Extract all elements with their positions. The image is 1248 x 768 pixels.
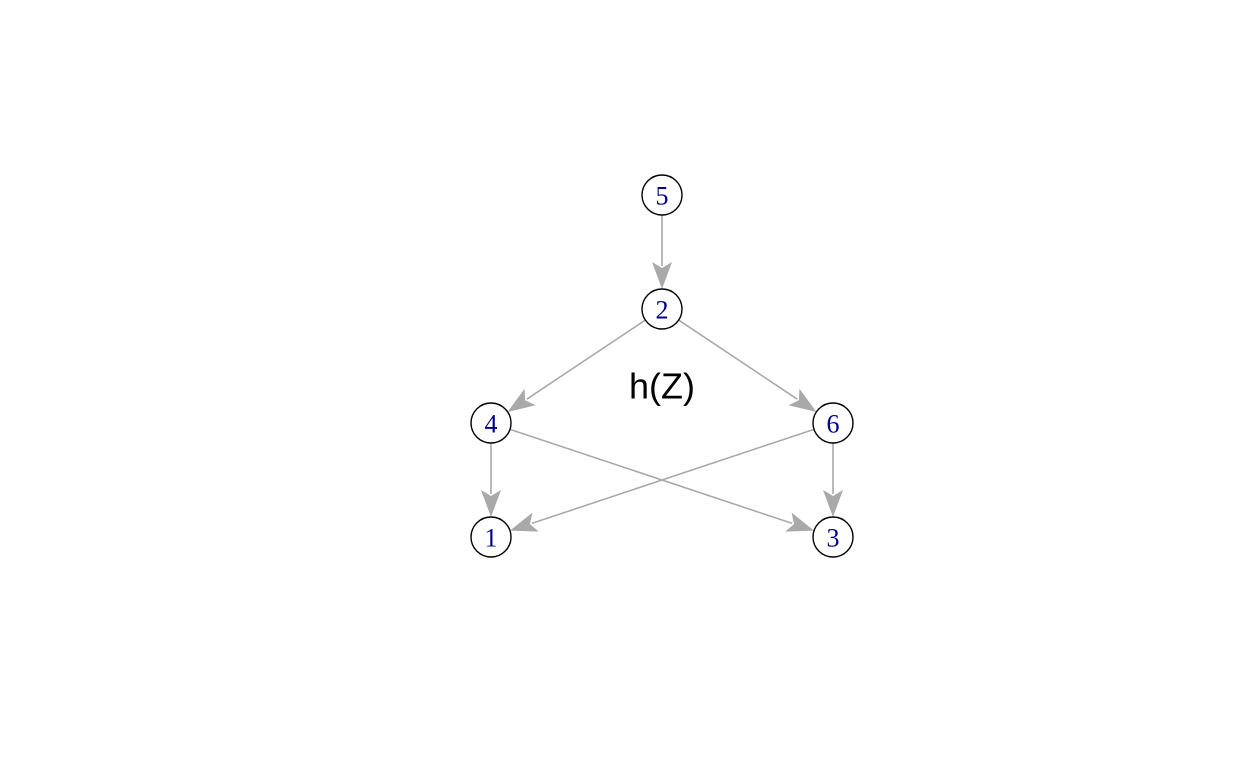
edge-2-to-6 (678, 319, 817, 412)
node-label: 2 (656, 296, 669, 325)
edge-2-to-4 (507, 319, 646, 412)
node-circle (470, 516, 512, 558)
arrowhead-icon (509, 512, 539, 532)
edge-4-to-3 (509, 428, 815, 532)
node-5: 5 (641, 174, 683, 216)
node-label: 1 (485, 524, 498, 553)
edge-6-to-3 (823, 443, 843, 517)
edge-4-to-1 (481, 443, 501, 517)
graph-title: h(Z) (629, 366, 695, 407)
node-label: 5 (656, 182, 669, 211)
node-label: 6 (827, 410, 840, 439)
node-label: 4 (485, 410, 498, 439)
edge-line (678, 319, 798, 400)
node-2: 2 (641, 288, 683, 330)
node-4: 4 (470, 402, 512, 444)
edge-6-to-1 (509, 428, 815, 532)
node-6: 6 (812, 402, 854, 444)
arrowhead-icon (652, 262, 672, 289)
node-3: 3 (812, 516, 854, 558)
node-circle (641, 174, 683, 216)
node-circle (812, 402, 854, 444)
arrowhead-icon (785, 512, 815, 532)
edge-line (526, 319, 646, 400)
node-1: 1 (470, 516, 512, 558)
arrowhead-icon (788, 388, 817, 412)
edge-line (509, 428, 793, 525)
edge-line (531, 428, 815, 525)
arrowhead-icon (507, 388, 536, 412)
edges-layer (481, 215, 843, 532)
nodes-layer: 5 2 4 6 1 3 (470, 174, 854, 558)
arrowhead-icon (481, 490, 501, 517)
arrowhead-icon (823, 490, 843, 517)
node-circle (641, 288, 683, 330)
node-label: 3 (827, 524, 840, 553)
node-circle (812, 516, 854, 558)
node-circle (470, 402, 512, 444)
edge-5-to-2 (652, 215, 672, 289)
